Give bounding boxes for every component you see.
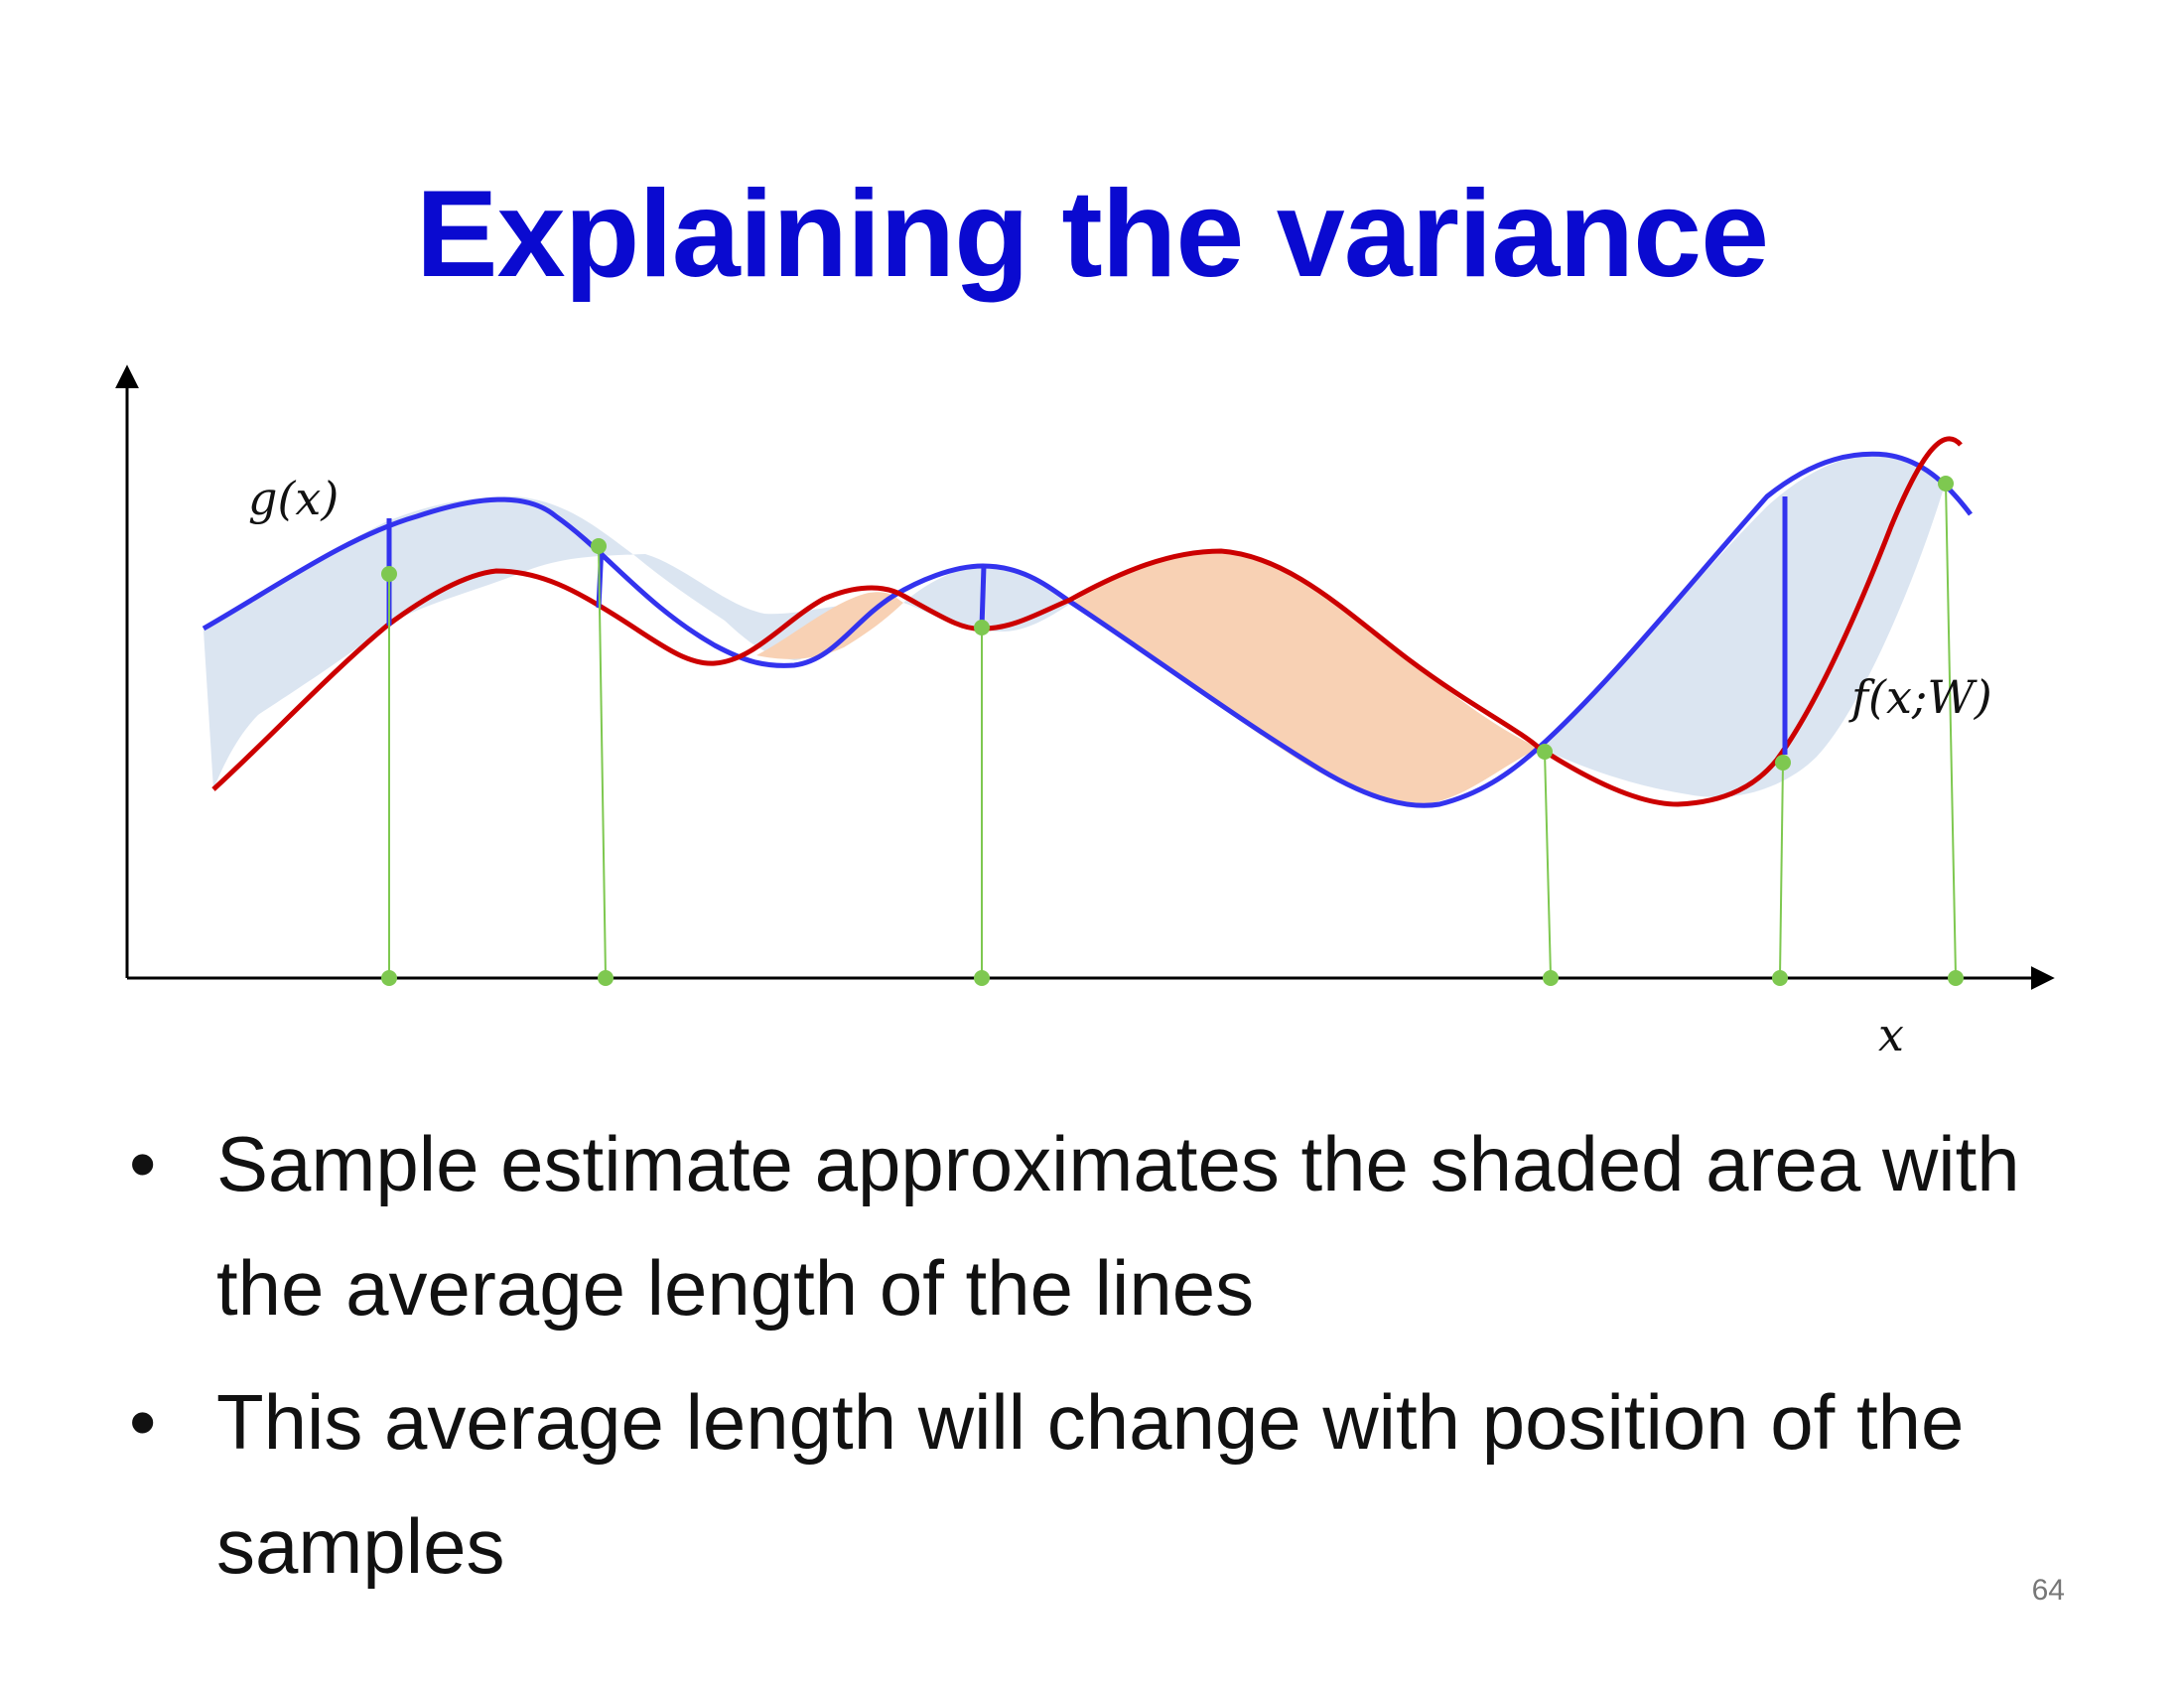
sample-point-curve-1: [381, 566, 397, 582]
sample-line-4: [1544, 751, 1552, 977]
region-f-above-2: [1070, 551, 1539, 804]
sample-line-6: [1945, 483, 1957, 977]
sample-point-axis-2: [598, 970, 614, 986]
region-g-above-3: [1539, 455, 1946, 797]
sample-point-curve-2: [591, 538, 607, 554]
sample-point-axis-1: [381, 970, 397, 986]
region-g-above-2: [903, 566, 1070, 632]
sample-point-axis-6: [1948, 970, 1964, 986]
sample-point-curve-3: [974, 620, 990, 635]
bullet-text: Sample estimate approximates the shaded …: [216, 1120, 2020, 1332]
sample-point-axis-3: [974, 970, 990, 986]
sample-point-axis-4: [1543, 970, 1559, 986]
sample-point-curve-6: [1938, 476, 1954, 492]
x-axis-label: x: [1878, 1008, 1904, 1061]
bullet-item: • Sample estimate approximates the shade…: [129, 1102, 2095, 1350]
bullet-dot: •: [129, 1378, 157, 1466]
diff-line-3: [979, 565, 987, 629]
slide-title: Explaining the variance: [415, 166, 1769, 303]
g-label: g(x): [248, 472, 339, 525]
region-g-above-1: [204, 496, 869, 789]
bullet-dot: •: [129, 1120, 157, 1207]
sample-line-5: [1779, 762, 1784, 977]
sample-point-curve-4: [1537, 744, 1553, 760]
f-curve: [211, 436, 1963, 807]
sample-point-curve-5: [1775, 755, 1791, 771]
sample-point-axis-5: [1772, 970, 1788, 986]
region-f-above-1: [756, 592, 903, 659]
bullet-item: • This average length will change with p…: [129, 1360, 2095, 1609]
g-curve: [202, 451, 1973, 808]
page-number: 64: [2031, 1574, 2065, 1607]
bullet-text: This average length will change with pos…: [216, 1378, 1965, 1590]
f-label: f(x;W): [1848, 670, 1992, 724]
bullet-list: • Sample estimate approximates the shade…: [129, 1102, 2095, 1618]
sample-line-2: [598, 545, 607, 977]
